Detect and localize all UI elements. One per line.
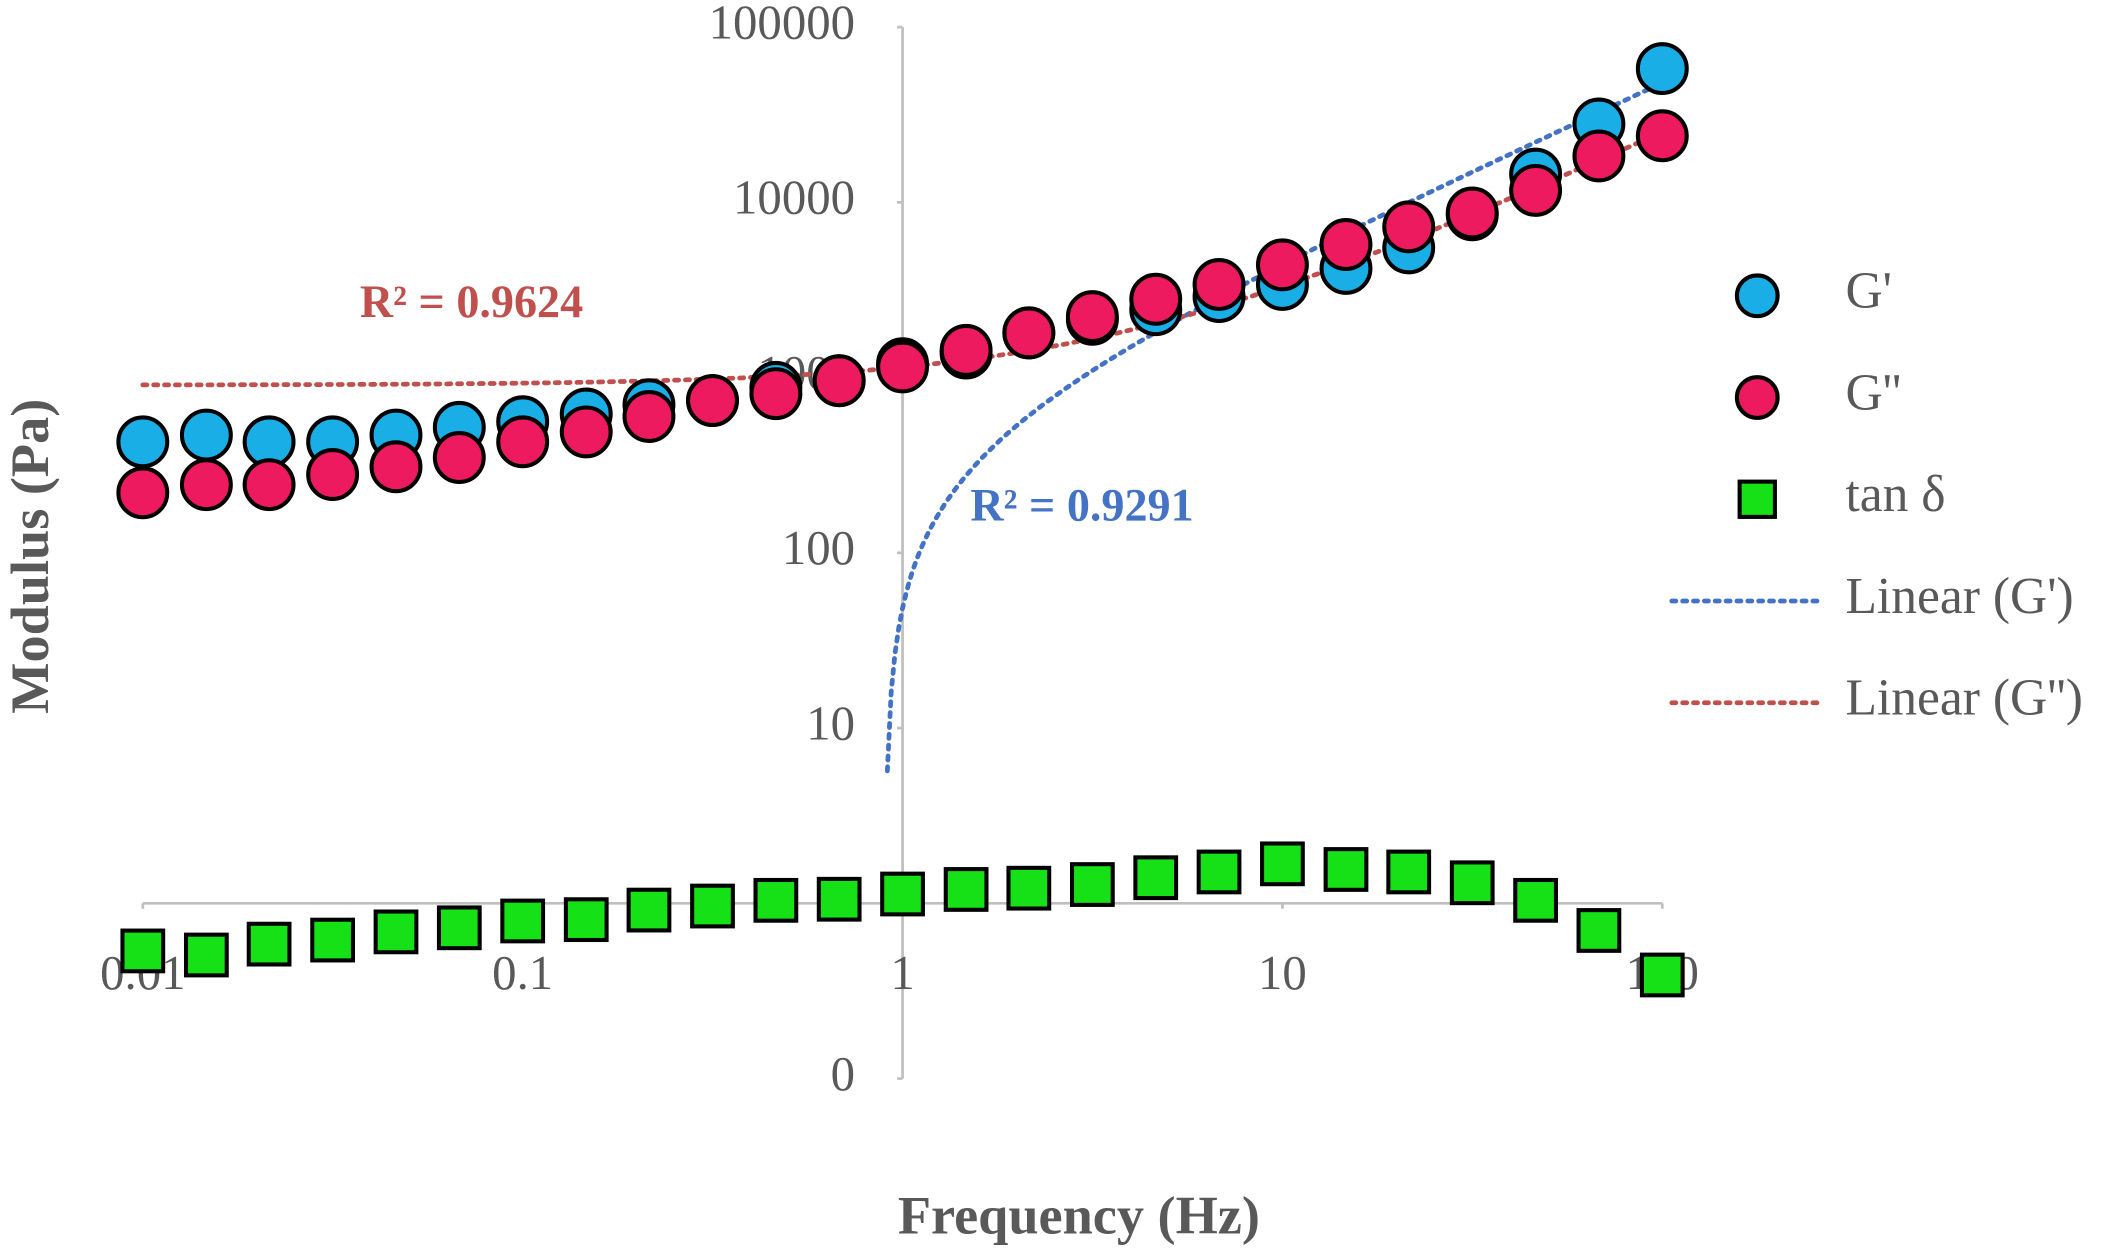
legend-marker [1737, 479, 1777, 519]
circle-marker [1382, 200, 1436, 254]
square-marker [310, 917, 356, 963]
circle-marker [1319, 218, 1373, 271]
circle-marker [242, 458, 296, 512]
square-marker [1449, 860, 1495, 906]
circle-marker [1572, 129, 1626, 183]
square-marker [1196, 849, 1242, 895]
r-squared-label: R² = 0.9291 [970, 480, 1193, 531]
square-marker [943, 867, 989, 912]
circle-marker [116, 415, 170, 469]
square-marker [816, 876, 862, 922]
x-tick-label: 0.1 [492, 945, 553, 1000]
circle-marker [179, 458, 233, 512]
square-marker [436, 905, 482, 951]
square-marker [246, 921, 292, 967]
y-tick-label: 100000 [709, 0, 855, 49]
legend-marker [1734, 273, 1780, 319]
circle-marker [939, 323, 993, 377]
circle-marker [432, 431, 486, 484]
y-tick-label: 10 [806, 695, 855, 750]
circle-marker [116, 466, 170, 520]
square-marker [563, 897, 609, 943]
circle-marker [496, 415, 550, 469]
legend-label: G' [1845, 263, 1892, 320]
y-tick-label: 100 [782, 520, 855, 575]
circle-marker [1445, 186, 1499, 240]
circle-marker [876, 340, 930, 394]
legend-label: G'' [1845, 364, 1901, 421]
circle-marker [1635, 109, 1689, 163]
legend-label: Linear (G') [1845, 568, 2073, 625]
square-marker [1260, 841, 1305, 887]
circle-marker [369, 440, 423, 494]
square-marker [1133, 855, 1179, 901]
square-marker [753, 877, 799, 923]
square-marker [183, 932, 229, 978]
circle-marker [622, 390, 676, 443]
circle-marker [306, 448, 360, 501]
y-tick-label: 10000 [733, 170, 855, 225]
circle-marker [179, 408, 233, 462]
square-marker [373, 909, 419, 955]
square-marker [1576, 908, 1622, 953]
square-marker [880, 871, 925, 917]
legend-label: Linear (G'') [1845, 670, 2083, 727]
square-marker [500, 898, 546, 944]
circle-marker [559, 405, 613, 459]
square-marker [1639, 952, 1685, 998]
r-squared-label: R² = 0.9624 [360, 276, 583, 327]
legend-marker [1734, 375, 1780, 420]
legend-label: tan δ [1845, 466, 1945, 523]
square-marker [1513, 877, 1559, 923]
circle-marker [1192, 258, 1246, 311]
square-marker [1069, 862, 1115, 907]
circle-marker [686, 374, 739, 427]
square-marker [690, 883, 735, 929]
square-marker [120, 928, 166, 974]
y-axis-title: Modulus (Pa) [0, 399, 60, 714]
y-tick-label: 0 [831, 1046, 855, 1101]
circle-marker [1002, 306, 1056, 360]
circle-marker [1635, 42, 1689, 96]
x-axis-title: Frequency (Hz) [898, 1185, 1260, 1245]
circle-marker [1509, 163, 1563, 217]
square-marker [626, 887, 672, 933]
circle-marker [1129, 272, 1183, 326]
circle-marker [749, 367, 803, 421]
circle-marker [1065, 290, 1119, 344]
square-marker [1386, 849, 1432, 895]
square-marker [1006, 865, 1052, 911]
x-tick-label: 10 [1258, 945, 1307, 1000]
x-tick-label: 1 [890, 945, 914, 1000]
circle-marker [812, 354, 866, 408]
square-marker [1323, 847, 1369, 892]
circle-marker [1255, 238, 1309, 292]
